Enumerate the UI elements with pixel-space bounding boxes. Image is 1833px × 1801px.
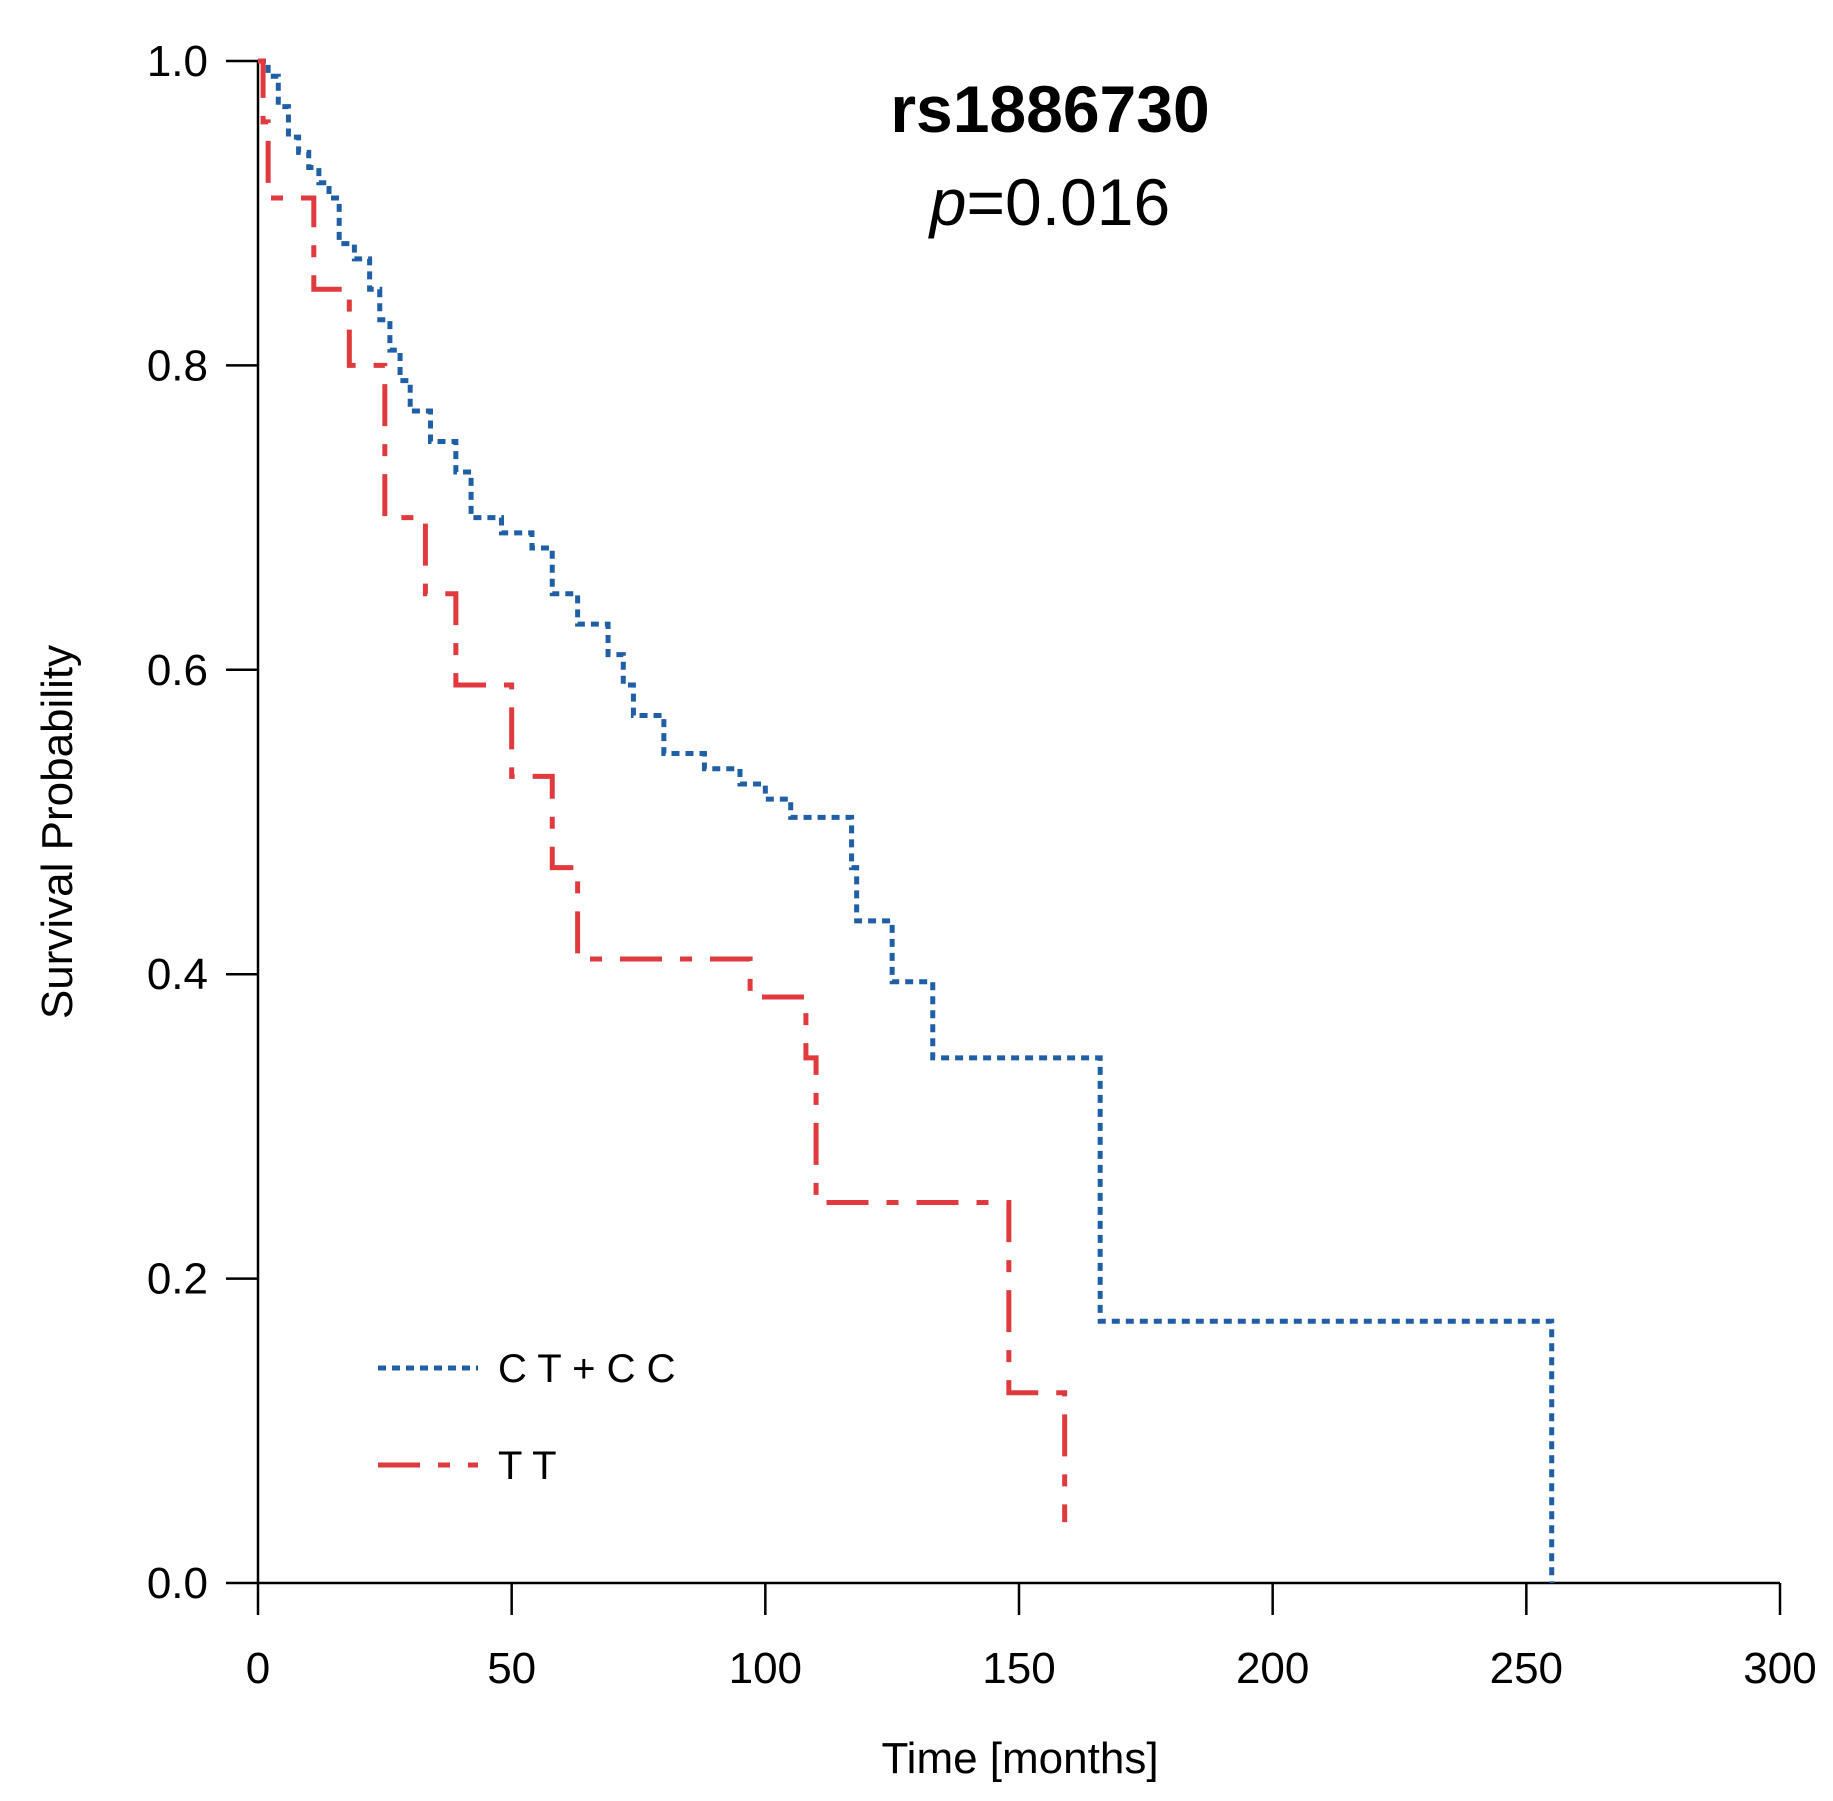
series-group xyxy=(258,58,1555,1583)
x-tick-label: 150 xyxy=(982,1644,1055,1693)
chart-title: rs1886730 xyxy=(890,72,1209,146)
p-value: =0.016 xyxy=(967,165,1171,239)
y-axis-title: Survival Probability xyxy=(33,645,82,1019)
p-value-label: p=0.016 xyxy=(928,165,1170,239)
y-tick-label: 1.0 xyxy=(147,37,208,86)
x-tick-label: 50 xyxy=(487,1644,536,1693)
y-tick-label: 0.6 xyxy=(147,646,208,695)
legend-label-ct-cc: C T + C C xyxy=(498,1347,675,1391)
y-tick-label: 0.8 xyxy=(147,341,208,390)
axes: 0.0 0.2 0.4 0.6 0.8 1.0 0 50 100 150 200 250 300 xyxy=(147,37,1817,1693)
x-tick-label: 300 xyxy=(1743,1644,1816,1693)
legend-label-tt: T T xyxy=(498,1444,557,1488)
x-tick-label: 0 xyxy=(246,1644,270,1693)
series-line-ct-cc xyxy=(258,58,1555,1583)
y-tick-label: 0.0 xyxy=(147,1559,208,1608)
x-tick-label: 100 xyxy=(729,1644,802,1693)
p-symbol: p xyxy=(928,165,967,239)
y-tick-label: 0.4 xyxy=(147,950,208,999)
x-tick-label: 200 xyxy=(1236,1644,1309,1693)
legend: C T + C C T T xyxy=(378,1347,675,1488)
y-tick-label: 0.2 xyxy=(147,1255,208,1304)
x-axis-title: Time [months] xyxy=(881,1734,1158,1783)
series-line-tt xyxy=(258,58,1068,1523)
x-tick-label: 250 xyxy=(1490,1644,1563,1693)
